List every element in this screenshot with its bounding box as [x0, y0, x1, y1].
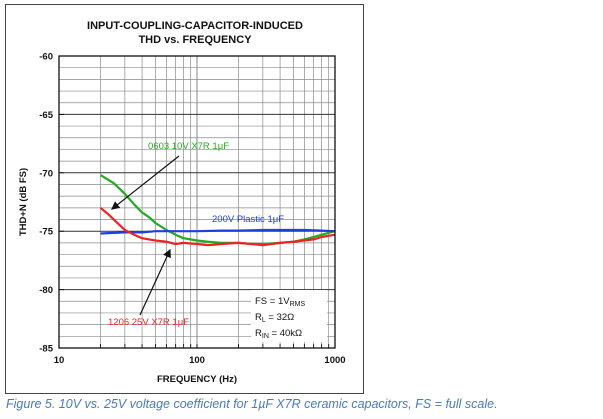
y-axis-label: THD+N (dB FS): [18, 168, 29, 236]
chart-title-line-1: INPUT-COUPLING-CAPACITOR-INDUCED: [87, 20, 303, 32]
figure-caption: Figure 5. 10V vs. 25V voltage coefficien…: [6, 397, 498, 411]
info-rl-value: = 32Ω: [266, 312, 295, 323]
x-tick-label: 1000: [324, 355, 345, 366]
info-rin-r: R: [255, 328, 262, 339]
series-label-200v-plastic: 200V Plastic 1μF: [212, 214, 284, 225]
x-tick-label: 100: [189, 355, 205, 366]
arrow-0603: [111, 155, 180, 210]
info-rin-value: = 40kΩ: [269, 328, 302, 339]
y-tick-label: -75: [39, 227, 53, 238]
x-axis-label: FREQUENCY (Hz): [157, 374, 237, 385]
series-line-0: [99, 174, 336, 246]
y-tick-label: -65: [39, 110, 53, 121]
info-fs: FS = 1VRMS: [255, 296, 305, 308]
series-label-1206: 1206 25V X7R 1μF: [108, 317, 189, 328]
info-box-background: [251, 290, 327, 342]
info-fs-subscript: RMS: [290, 301, 306, 308]
info-rin: RIN = 40kΩ: [255, 328, 302, 340]
y-tick-label: -70: [39, 168, 53, 179]
info-rl: RL = 32Ω: [255, 312, 294, 324]
grid: [59, 56, 335, 348]
series-label-0603: 0603 10V X7R 1μF: [148, 141, 229, 152]
x-tick-label: 10: [54, 355, 65, 366]
info-rin-subscript: IN: [262, 333, 269, 340]
y-tick-label: -85: [39, 344, 53, 355]
series-line-1: [100, 228, 336, 235]
arrow-1206: [139, 248, 171, 316]
y-tick-label: -80: [39, 285, 53, 296]
info-fs-text: FS = 1V: [255, 296, 290, 307]
axis-ticks: 10 100 1000 -60 -65 -70 -75 -80 -85: [39, 52, 345, 367]
chart-title-line-2: THD vs. FREQUENCY: [138, 34, 252, 46]
info-rl-r: R: [255, 312, 262, 323]
thd-vs-frequency-chart: INPUT-COUPLING-CAPACITOR-INDUCED THD vs.…: [18, 20, 346, 385]
series-line-2: [99, 206, 336, 247]
series-lines: [99, 174, 336, 247]
y-tick-label: -60: [39, 52, 53, 63]
info-rl-subscript: L: [262, 317, 266, 324]
